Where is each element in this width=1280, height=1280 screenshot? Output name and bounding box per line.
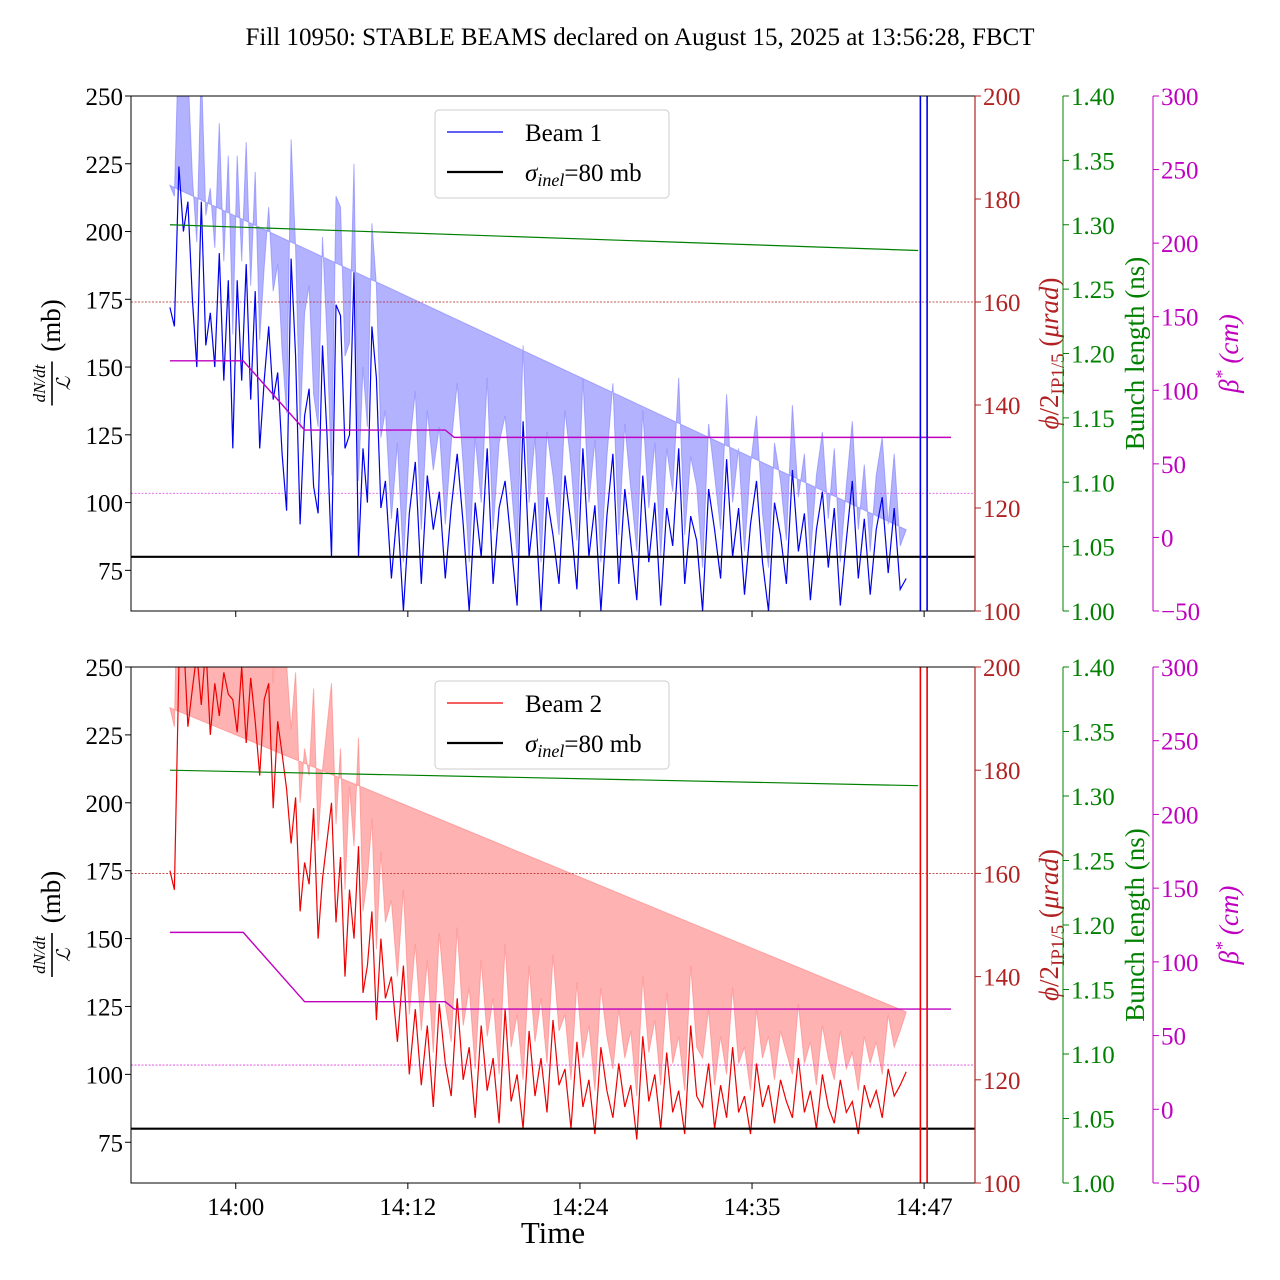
y-axis-label-unit: (mb)	[36, 871, 66, 923]
y-axis-label-left: dN/dt ℒ (mb)	[30, 299, 75, 406]
y-tick-label: 150	[86, 355, 124, 382]
crossing-angle-tick-label: 180	[983, 187, 1021, 214]
bunch-length-tick-label: 1.05	[1071, 1107, 1115, 1134]
crossing-angle-tick-label: 200	[983, 655, 1021, 682]
beta-star-tick-label: 200	[1161, 802, 1199, 829]
bunch-length-tick-label: 1.25	[1071, 849, 1115, 876]
bunch-length-tick-label: 1.15	[1071, 406, 1115, 433]
crossing-angle-tick-label: 100	[983, 1171, 1021, 1198]
beta-star-tick-label: 100	[1161, 950, 1199, 977]
y-tick-label: 75	[98, 558, 123, 585]
chart-title: Fill 10950: STABLE BEAMS declared on Aug…	[246, 24, 1035, 51]
legend-label: σinel=80 mb	[525, 160, 642, 190]
panel-beam-2: 75 100 125 150 175 200 225 250 dN/dt ℒ (mb) 100 120 1…	[30, 655, 1244, 1221]
crossing-angle-tick-label: 140	[983, 393, 1021, 420]
x-tick-label: 14:00	[207, 1194, 264, 1221]
crossing-angle-tick-label: 100	[983, 599, 1021, 626]
crossing-angle-tick-label: 180	[983, 758, 1021, 785]
bunch-length-tick-label: 1.00	[1071, 1171, 1115, 1198]
y-axis-label-unit: (mb)	[36, 299, 66, 351]
crossing-angle-tick-label: 140	[983, 965, 1021, 992]
bunch-length-tick-label: 1.20	[1071, 342, 1115, 369]
y-tick-label: 225	[86, 723, 124, 750]
y-tick-label: 225	[86, 152, 124, 179]
bunch-length-tick-label: 1.30	[1071, 213, 1115, 240]
beta-star-axis-label: β* (cm)	[1212, 886, 1244, 966]
beta-star-tick-label: −50	[1161, 599, 1200, 626]
y-axis-label-numerator: dN/dt	[30, 935, 49, 974]
bunch-length-tick-label: 1.20	[1071, 913, 1115, 940]
uncertainty-band	[169, 667, 907, 1097]
beta-star-tick-label: 300	[1161, 655, 1199, 682]
beta-star-tick-label: 0	[1161, 525, 1174, 552]
plot-area	[131, 667, 975, 1183]
crossing-angle-axis-label: ϕ/2IP1/5 (μrad)	[1034, 849, 1069, 1001]
y-tick-label: 75	[98, 1130, 123, 1157]
crossing-angle-tick-label: 120	[983, 496, 1021, 523]
bunch-length-axis-label: Bunch length (ns)	[1120, 257, 1150, 450]
y-tick-label: 150	[86, 927, 124, 954]
y-tick-label: 250	[86, 84, 124, 111]
beta-star-tick-label: 250	[1161, 729, 1199, 756]
beta-star-tick-label: 250	[1161, 158, 1199, 185]
bunch-length-tick-label: 1.10	[1071, 470, 1115, 497]
y-axis-label-denominator: ℒ	[54, 947, 75, 962]
crossing-angle-tick-label: 160	[983, 290, 1021, 317]
y-axis-label-denominator: ℒ	[54, 375, 75, 390]
bunch-length-axis-label: Bunch length (ns)	[1120, 828, 1150, 1021]
legend-label: σinel=80 mb	[525, 731, 642, 761]
bunch-length-tick-label: 1.15	[1071, 978, 1115, 1005]
bunch-length-tick-label: 1.00	[1071, 599, 1115, 626]
beta-star-axis-label: β* (cm)	[1212, 314, 1244, 394]
bunch-length-tick-label: 1.30	[1071, 784, 1115, 811]
y-tick-label: 175	[86, 859, 124, 886]
y-tick-label: 200	[86, 791, 124, 818]
y-tick-label: 175	[86, 287, 124, 314]
x-tick-label: 14:47	[896, 1194, 953, 1221]
x-tick-label: 14:35	[724, 1194, 781, 1221]
plot-area	[131, 96, 975, 611]
bunch-length-tick-label: 1.10	[1071, 1042, 1115, 1069]
crossing-angle-tick-label: 120	[983, 1068, 1021, 1095]
beta-star-tick-label: 50	[1161, 1024, 1186, 1051]
bunch-length-tick-label: 1.40	[1071, 84, 1115, 111]
y-axis-label-left: dN/dt ℒ (mb)	[30, 871, 75, 977]
bunch-length-line	[169, 224, 919, 252]
crossing-angle-tick-label: 160	[983, 861, 1021, 888]
uncertainty-band	[168, 96, 907, 568]
beta-star-tick-label: 100	[1161, 378, 1199, 405]
beta-star-tick-label: 150	[1161, 876, 1199, 903]
beta-star-tick-label: −50	[1161, 1171, 1200, 1198]
y-tick-label: 125	[86, 423, 124, 450]
y-tick-label: 100	[86, 491, 124, 518]
y-tick-label: 200	[86, 220, 124, 247]
beta-star-tick-label: 50	[1161, 452, 1186, 479]
x-tick-label: 14:12	[379, 1194, 436, 1221]
y-axis-label-numerator: dN/dt	[30, 363, 49, 402]
y-tick-label: 100	[86, 1062, 124, 1089]
beta-star-tick-label: 150	[1161, 305, 1199, 332]
x-tick-label: 14:24	[551, 1194, 608, 1221]
bunch-length-line	[169, 769, 919, 787]
panel-beam-1: 75 100 125 150 175 200 225 250 dN/dt ℒ (mb) 100 120 1…	[30, 84, 1244, 626]
beta-star-tick-label: 300	[1161, 84, 1199, 111]
beta-star-tick-label: 200	[1161, 231, 1199, 258]
beta-star-line	[169, 931, 952, 1010]
beta-star-line	[169, 360, 952, 439]
y-tick-label: 250	[86, 655, 124, 682]
x-axis-label: Time	[521, 1215, 585, 1250]
series-line-2	[169, 667, 907, 1140]
y-tick-label: 125	[86, 994, 124, 1021]
bunch-length-tick-label: 1.40	[1071, 655, 1115, 682]
legend-label: Beam 1	[525, 120, 602, 147]
beta-star-tick-label: 0	[1161, 1097, 1174, 1124]
bunch-length-tick-label: 1.35	[1071, 720, 1115, 747]
legend-label: Beam 2	[525, 691, 602, 718]
bunch-length-tick-label: 1.25	[1071, 277, 1115, 304]
bunch-length-tick-label: 1.35	[1071, 148, 1115, 175]
crossing-angle-tick-label: 200	[983, 84, 1021, 111]
bunch-length-tick-label: 1.05	[1071, 535, 1115, 562]
